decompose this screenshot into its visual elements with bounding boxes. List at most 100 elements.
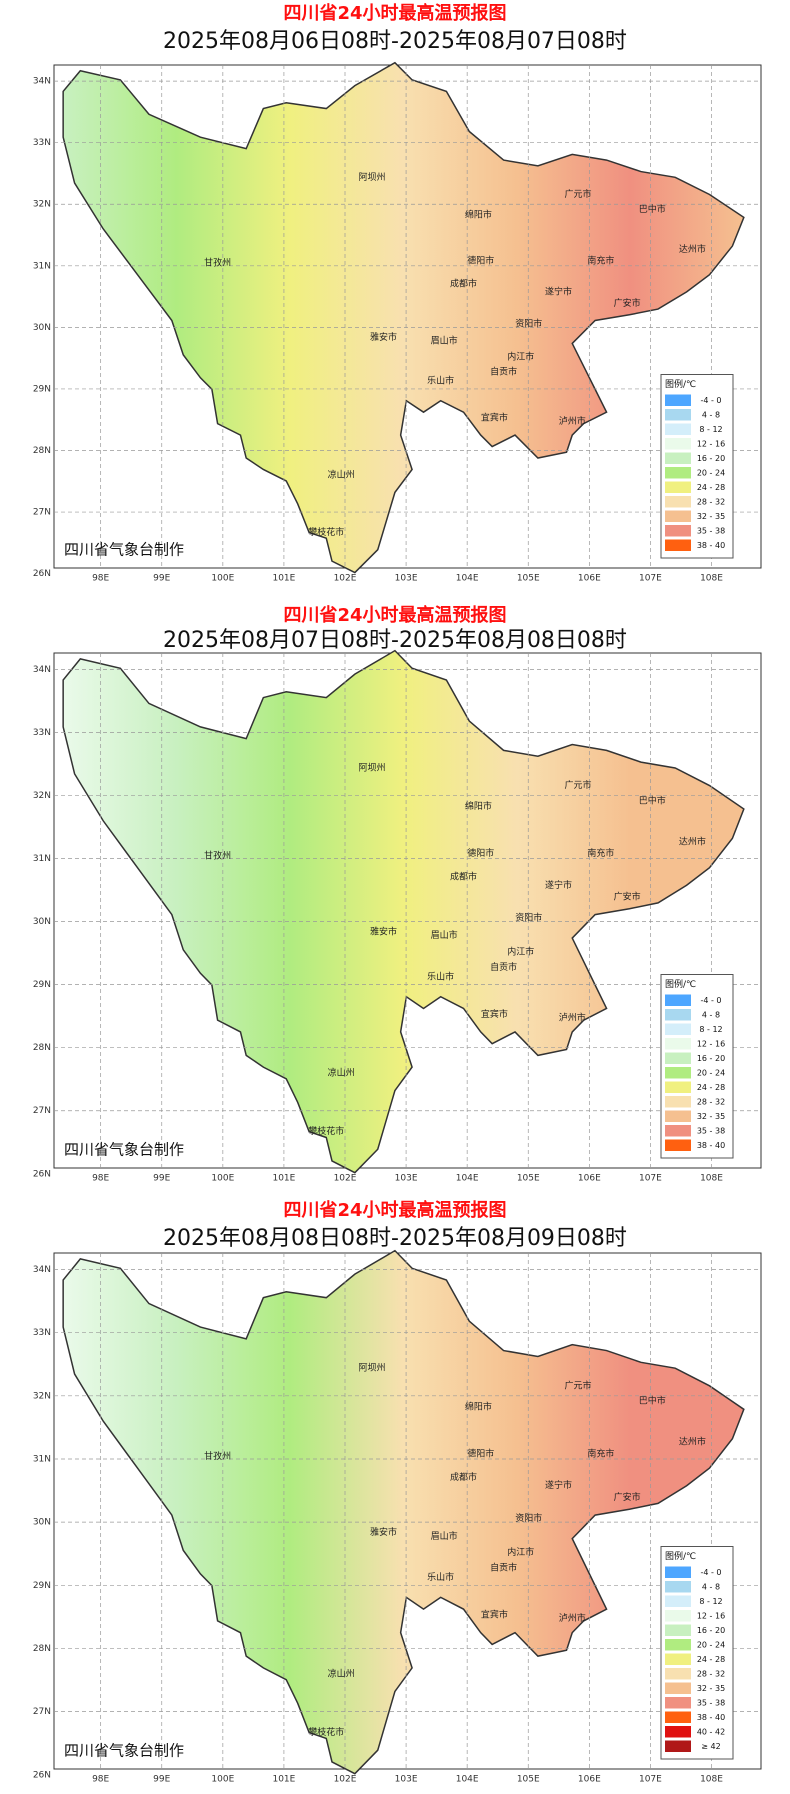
- legend-label: 20 - 24: [697, 1068, 725, 1077]
- city-label: 雅安市: [370, 926, 397, 938]
- city-label: 德阳市: [467, 1447, 494, 1459]
- map-subtitle: 2025年08月07日08时-2025年08月08日08时: [163, 628, 627, 653]
- lon-label: 102E: [334, 574, 357, 584]
- legend-swatch: [665, 1096, 691, 1108]
- legend-swatch: [665, 1668, 691, 1680]
- legend-swatch: [665, 394, 691, 406]
- legend-swatch: [665, 1697, 691, 1709]
- city-label: 成都市: [450, 277, 477, 289]
- legend-swatch: [665, 1595, 691, 1607]
- legend-label: 16 - 20: [697, 1054, 725, 1063]
- city-label: 甘孜州: [204, 849, 231, 861]
- province-region: [62, 1249, 745, 1775]
- lon-label: 100E: [211, 1775, 234, 1785]
- legend-swatch: [665, 1052, 691, 1064]
- legend-title: 图例/℃: [665, 1550, 696, 1562]
- city-label: 达州市: [679, 243, 706, 255]
- city-label: 资阳市: [515, 912, 542, 924]
- lon-label: 104E: [456, 1775, 479, 1785]
- city-label: 泸州市: [559, 1612, 586, 1624]
- city-label: 攀枝花市: [308, 526, 344, 538]
- legend-swatch: [665, 496, 691, 508]
- city-label: 绵阳市: [465, 800, 492, 812]
- legend-swatch: [665, 1711, 691, 1723]
- city-label: 达州市: [679, 835, 706, 847]
- city-label: 南充市: [587, 1447, 614, 1459]
- legend-swatch: [665, 1653, 691, 1665]
- lon-label: 106E: [578, 1775, 601, 1785]
- legend-label: 4 - 8: [702, 1582, 720, 1591]
- legend-swatch: [665, 409, 691, 421]
- legend-label: 4 - 8: [702, 410, 720, 419]
- city-label: 攀枝花市: [308, 1726, 344, 1738]
- lon-label: 108E: [700, 1775, 723, 1785]
- city-label: 广安市: [614, 891, 641, 903]
- city-label: 广元市: [564, 779, 591, 791]
- legend-label: -4 - 0: [700, 396, 721, 405]
- city-label: 广安市: [614, 1491, 641, 1503]
- lat-label: 31N: [33, 854, 51, 864]
- lat-label: 26N: [33, 569, 51, 579]
- legend-label: 32 - 35: [697, 512, 725, 521]
- city-label: 乐山市: [427, 375, 454, 387]
- legend-label: 12 - 16: [697, 1039, 725, 1048]
- city-label: 宜宾市: [481, 1008, 508, 1020]
- city-label: 雅安市: [370, 331, 397, 343]
- legend-swatch: [665, 1009, 691, 1021]
- city-label: 资阳市: [515, 1512, 542, 1524]
- legend-label: 28 - 32: [697, 1669, 725, 1678]
- lon-label: 100E: [211, 1174, 234, 1184]
- lat-label: 27N: [33, 508, 51, 518]
- lon-label: 103E: [395, 1174, 418, 1184]
- city-label: 宜宾市: [481, 1609, 508, 1621]
- legend-label: 28 - 32: [697, 497, 725, 506]
- lon-label: 99E: [153, 574, 170, 584]
- lat-label: 30N: [33, 917, 51, 927]
- lat-label: 32N: [33, 200, 51, 210]
- province-region: [62, 649, 745, 1174]
- lon-label: 99E: [153, 1775, 170, 1785]
- map-title: 四川省24小时最高温预报图: [283, 604, 506, 626]
- lon-label: 102E: [334, 1174, 357, 1184]
- lat-label: 28N: [33, 1043, 51, 1053]
- city-label: 广元市: [564, 188, 591, 200]
- lon-label: 104E: [456, 574, 479, 584]
- lat-label: 28N: [33, 446, 51, 456]
- lon-label: 105E: [517, 574, 540, 584]
- lon-label: 98E: [92, 574, 109, 584]
- lon-label: 101E: [272, 574, 295, 584]
- lon-label: 108E: [700, 574, 723, 584]
- legend-swatch: [665, 1110, 691, 1122]
- lon-label: 104E: [456, 1174, 479, 1184]
- legend-swatch: [665, 1639, 691, 1651]
- city-label: 南充市: [587, 254, 614, 266]
- map-subtitle: 2025年08月06日08时-2025年08月07日08时: [163, 29, 627, 54]
- lat-label: 26N: [33, 1770, 51, 1780]
- city-label: 眉山市: [431, 929, 458, 941]
- city-label: 内江市: [507, 351, 534, 363]
- legend-label: 35 - 38: [697, 1698, 725, 1707]
- city-label: 绵阳市: [465, 209, 492, 221]
- map-title: 四川省24小时最高温预报图: [283, 2, 506, 24]
- legend-swatch: [665, 1624, 691, 1636]
- legend-swatch: [665, 994, 691, 1006]
- legend-swatch: [665, 1566, 691, 1578]
- city-label: 眉山市: [431, 335, 458, 347]
- lat-label: 26N: [33, 1169, 51, 1179]
- city-label: 凉山州: [328, 1066, 355, 1078]
- legend-label: 38 - 40: [697, 1713, 725, 1722]
- city-label: 自贡市: [490, 961, 517, 973]
- province-region: [62, 61, 745, 574]
- lon-label: 99E: [153, 1174, 170, 1184]
- lat-label: 33N: [33, 728, 51, 738]
- city-label: 甘孜州: [204, 1450, 231, 1462]
- lon-label: 98E: [92, 1775, 109, 1785]
- city-label: 泸州市: [559, 415, 586, 427]
- city-label: 甘孜州: [204, 257, 231, 269]
- legend-label: 32 - 35: [697, 1684, 725, 1693]
- map-title: 四川省24小时最高温预报图: [283, 1199, 506, 1221]
- lat-label: 32N: [33, 1391, 51, 1401]
- legend-label: 20 - 24: [697, 468, 725, 477]
- credit: 四川省气象台制作: [64, 541, 184, 559]
- city-label: 广安市: [614, 297, 641, 309]
